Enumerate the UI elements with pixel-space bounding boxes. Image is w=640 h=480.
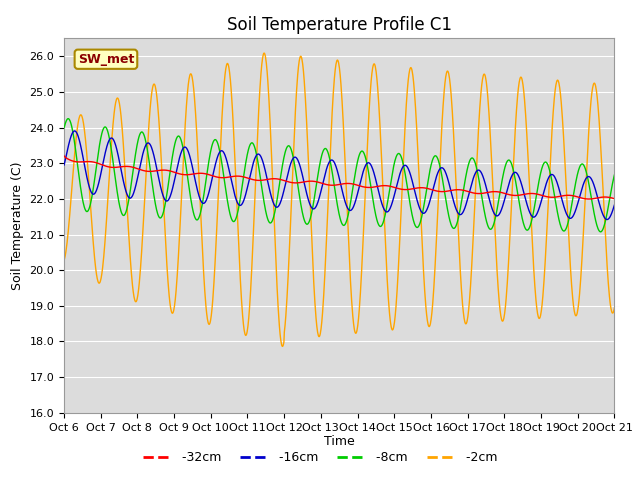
Title: Soil Temperature Profile C1: Soil Temperature Profile C1 [227, 16, 452, 34]
Y-axis label: Soil Temperature (C): Soil Temperature (C) [11, 161, 24, 290]
Legend:  -32cm,  -16cm,  -8cm,  -2cm: -32cm, -16cm, -8cm, -2cm [138, 446, 502, 469]
X-axis label: Time: Time [324, 435, 355, 448]
Text: SW_met: SW_met [78, 53, 134, 66]
